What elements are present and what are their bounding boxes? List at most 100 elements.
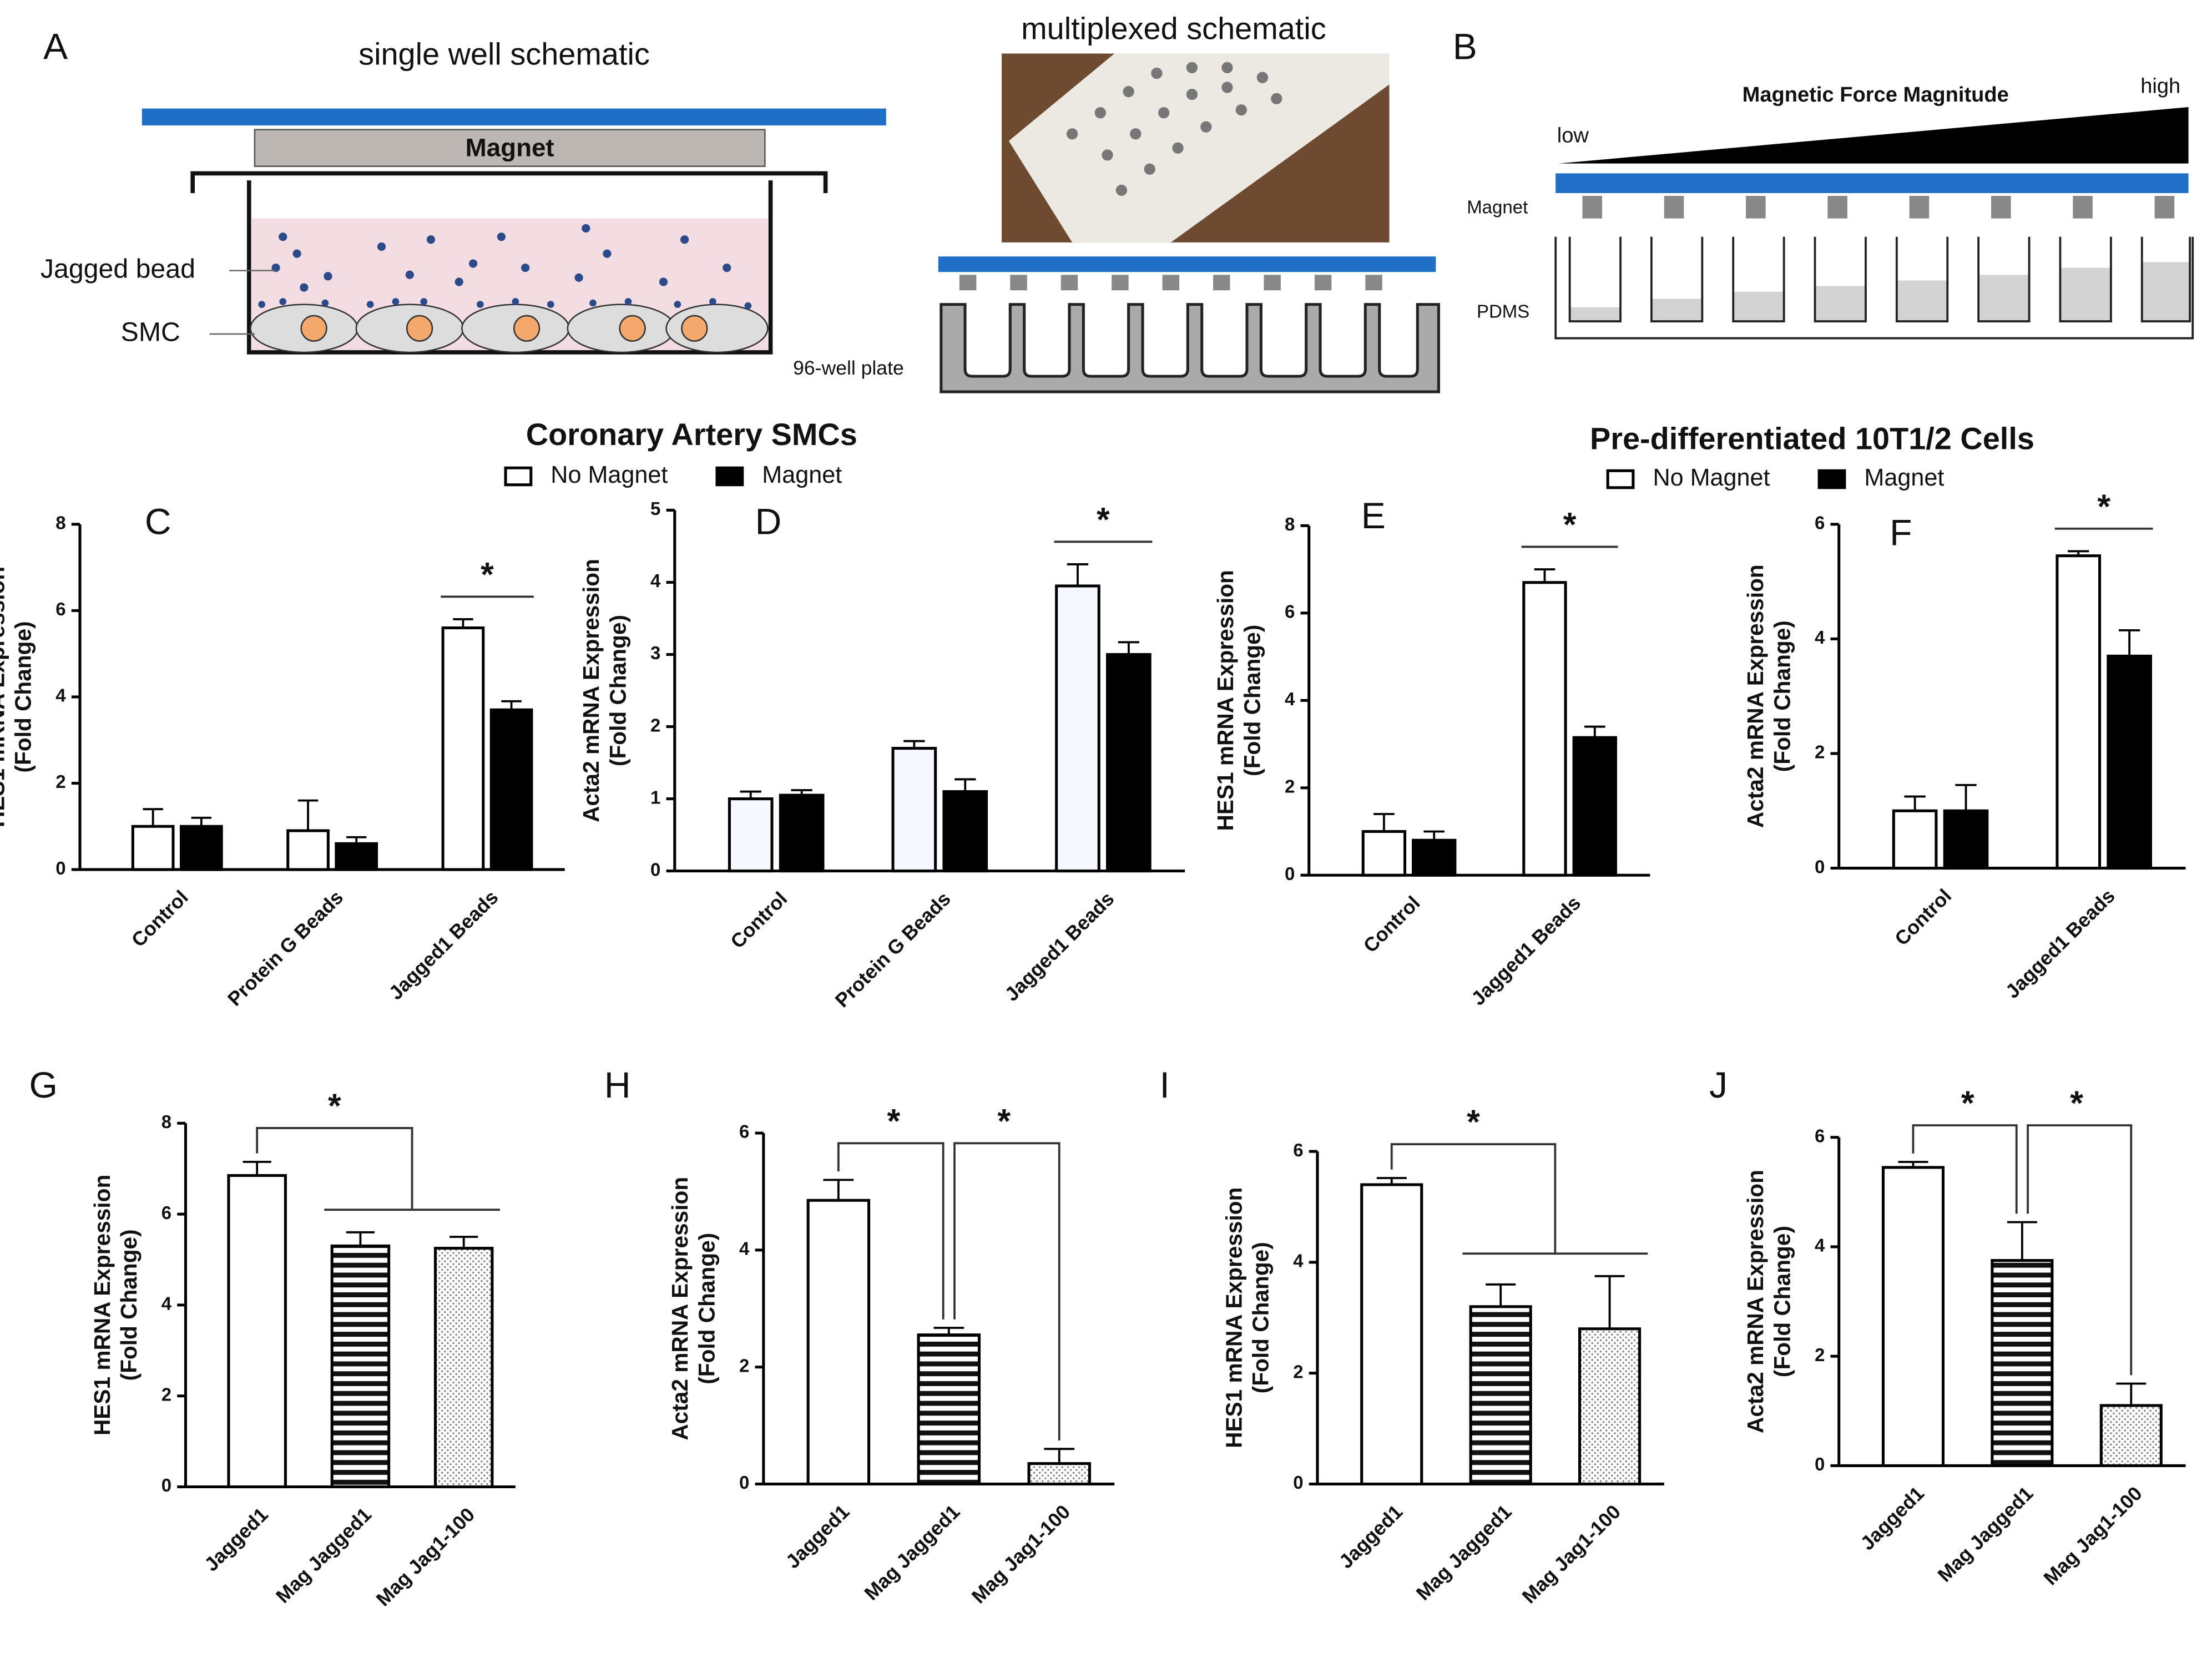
bar (433, 1246, 494, 1489)
y-tick-label: 6 (55, 599, 65, 619)
bar (728, 797, 774, 873)
significance-bracket (837, 1142, 945, 1320)
y-tick-label: 6 (1293, 1140, 1303, 1160)
bar (2107, 654, 2153, 870)
x-tick-label: Mag Jagged1 (1412, 1500, 1516, 1605)
x-tick-label: Control (127, 886, 193, 952)
low-label: low (1557, 124, 1589, 147)
bar (1361, 830, 1407, 877)
bar (335, 842, 378, 871)
photo-plate (1008, 53, 1390, 242)
y-tick-label: 0 (1293, 1472, 1303, 1493)
y-tick-label: 6 (161, 1202, 171, 1223)
force-gradient-schematic: B Magnetic Force Magnitude low high Magn… (1453, 26, 2194, 340)
legend-label: Magnet (762, 462, 842, 488)
x-tick-label: Protein G Beads (223, 886, 347, 1010)
y-tick-label: 4 (1815, 627, 1825, 648)
x-tick-label: Jagged1 Beads (2001, 884, 2119, 1003)
x-tick-label: Control (1359, 892, 1425, 957)
bar (1991, 1259, 2054, 1467)
well-plate (1554, 236, 2194, 340)
bar (1578, 1327, 1642, 1485)
y-tick-label: 2 (1285, 776, 1295, 796)
y-axis-label: (Fold Change) (1248, 1242, 1274, 1393)
magnet-plate (142, 108, 886, 126)
bar (917, 1333, 981, 1485)
significance-bracket (256, 1127, 413, 1210)
y-tick-label: 2 (55, 771, 65, 792)
y-tick-label: 0 (1815, 1454, 1825, 1474)
smc-label: SMC (121, 317, 180, 347)
cells (250, 304, 769, 353)
bar (286, 829, 330, 871)
x-tick-label: Mag Jag1-100 (2039, 1482, 2147, 1589)
bar (891, 747, 937, 873)
bead-label: Jagged bead (41, 254, 195, 284)
y-axis-label: (Fold Change) (1769, 1226, 1795, 1377)
magnet-plate (1556, 173, 2189, 193)
y-tick-label: 3 (650, 643, 660, 663)
legend-label: No Magnet (551, 462, 668, 488)
bar (806, 1199, 871, 1485)
y-tick-label: 1 (650, 787, 660, 807)
y-tick-label: 8 (55, 513, 65, 533)
bar (1360, 1183, 1423, 1485)
y-tick-label: 6 (739, 1121, 749, 1142)
bar (942, 790, 988, 873)
significance: * (1961, 1084, 1974, 1122)
bar (1892, 809, 1938, 870)
bar (1055, 584, 1100, 873)
legend-swatch (1606, 469, 1635, 489)
bar (330, 1244, 391, 1489)
single-well-schematic: A single well schematic Magnet Jagged be… (41, 26, 886, 355)
panel-label: I (1160, 1064, 1170, 1105)
magnets (1582, 196, 2175, 219)
y-tick-label: 4 (1815, 1235, 1825, 1256)
y-tick-label: 0 (55, 858, 65, 878)
y-tick-label: 0 (1815, 856, 1825, 877)
multiplexed-schematic: multiplexed schematic 96-well plate (793, 11, 1440, 393)
bar (1522, 581, 1567, 877)
x-tick-label: Mag Jagged1 (860, 1500, 964, 1605)
y-tick-label: 4 (739, 1239, 750, 1259)
bar (1572, 736, 1617, 877)
panel-label: D (755, 501, 782, 542)
significance: * (328, 1086, 341, 1124)
y-tick-label: 4 (55, 685, 66, 706)
bar (179, 825, 223, 871)
high-label: high (2140, 75, 2180, 98)
significance: * (1563, 506, 1577, 543)
schematic-title: multiplexed schematic (1021, 11, 1326, 46)
significance: * (887, 1102, 900, 1140)
y-axis-label: Acta2 mRNA Expression (1743, 564, 1768, 828)
y-tick-label: 6 (1285, 601, 1295, 622)
bar (441, 626, 485, 871)
y-tick-label: 5 (650, 498, 660, 519)
bar (1943, 809, 1989, 870)
significance: * (997, 1102, 1011, 1140)
legend-label: Magnet (1864, 464, 1944, 491)
legend-swatch (1817, 469, 1846, 489)
force-label: Magnetic Force Magnitude (1743, 83, 2009, 107)
bar (2056, 554, 2102, 870)
y-tick-label: 6 (1815, 1125, 1825, 1146)
y-axis-label: (Fold Change) (1239, 625, 1265, 776)
y-tick-label: 0 (650, 859, 660, 879)
plate-label: 96-well plate (793, 357, 904, 379)
bar (1412, 838, 1457, 877)
bar (779, 793, 825, 873)
significance-bracket (1390, 1143, 1557, 1254)
y-axis-label: (Fold Change) (1769, 620, 1795, 772)
beads (258, 224, 752, 310)
group-title: Pre-differentiated 10T1/2 Cells (1590, 421, 2034, 456)
well-plate (940, 303, 1440, 393)
y-tick-label: 4 (650, 570, 661, 591)
magnets (959, 275, 1382, 291)
x-tick-label: Jagged1 (1335, 1500, 1407, 1573)
y-axis-label: Acta2 mRNA Expression (667, 1177, 693, 1440)
y-tick-label: 2 (1293, 1361, 1303, 1382)
bar (131, 825, 175, 871)
y-tick-label: 0 (1285, 863, 1295, 884)
